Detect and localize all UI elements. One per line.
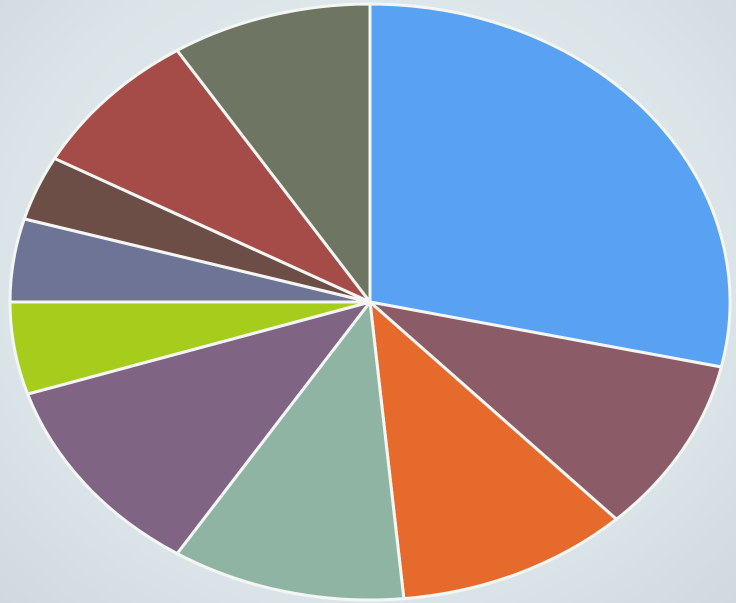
pie-slice-2: [368, 300, 723, 521]
pie-slice-3: [368, 300, 618, 601]
pie-slice-5: [26, 300, 372, 556]
pie-slice-1: [368, 2, 732, 369]
pie-slice-9: [53, 48, 372, 304]
pie-slice-10: [175, 2, 372, 304]
pie-slice-4: [175, 300, 406, 602]
